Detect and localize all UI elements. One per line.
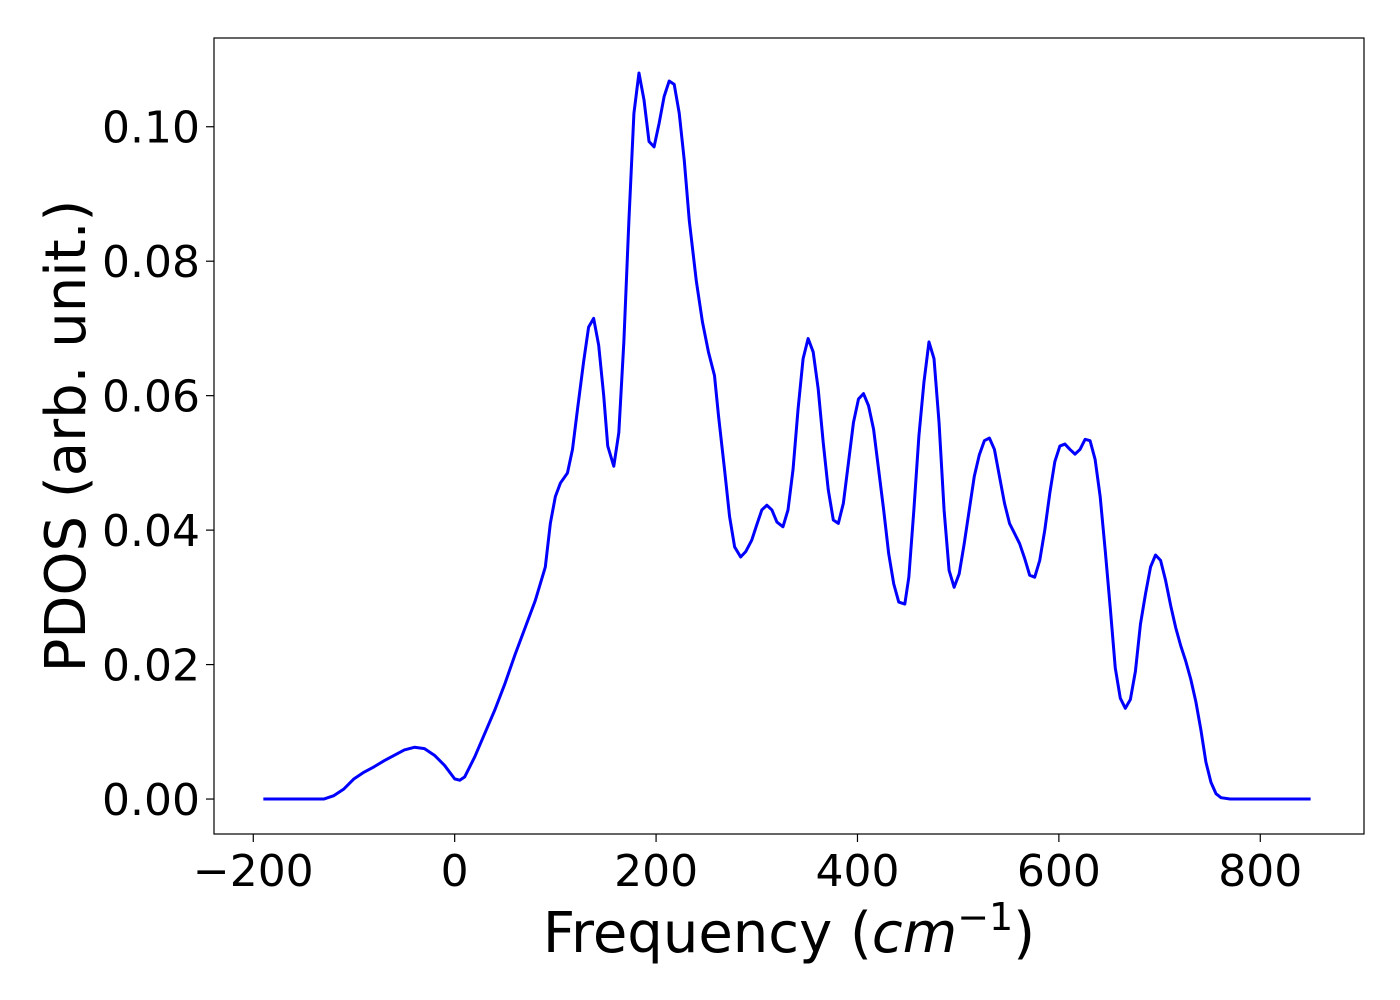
plot-frame (213, 37, 1365, 835)
x-label-close: ) (1013, 901, 1035, 966)
x-label-text: Frequency ( (543, 901, 872, 966)
y-tick-label: 0.04 (102, 506, 200, 557)
line-series (263, 71, 1311, 801)
y-tick-label: 0.06 (102, 372, 200, 423)
y-axis-label: PDOS (arb. unit.) (34, 200, 99, 673)
x-tick-label: 600 (1017, 846, 1101, 897)
x-tick-label: 400 (815, 846, 899, 897)
y-tick-label: 0.00 (102, 775, 200, 826)
x-tick-label: 200 (614, 846, 698, 897)
x-label-exponent: −1 (957, 895, 1013, 939)
x-tick-label: 800 (1218, 846, 1302, 897)
x-tick-label: 0 (441, 846, 469, 897)
x-axis-label: Frequency (cm−1) (543, 895, 1035, 966)
y-tick-label: 0.10 (102, 103, 200, 154)
y-tick-label: 0.02 (102, 641, 200, 692)
x-tick-label: −200 (193, 846, 314, 897)
y-tick-label: 0.08 (102, 237, 200, 288)
x-label-unit: cm (872, 901, 957, 966)
